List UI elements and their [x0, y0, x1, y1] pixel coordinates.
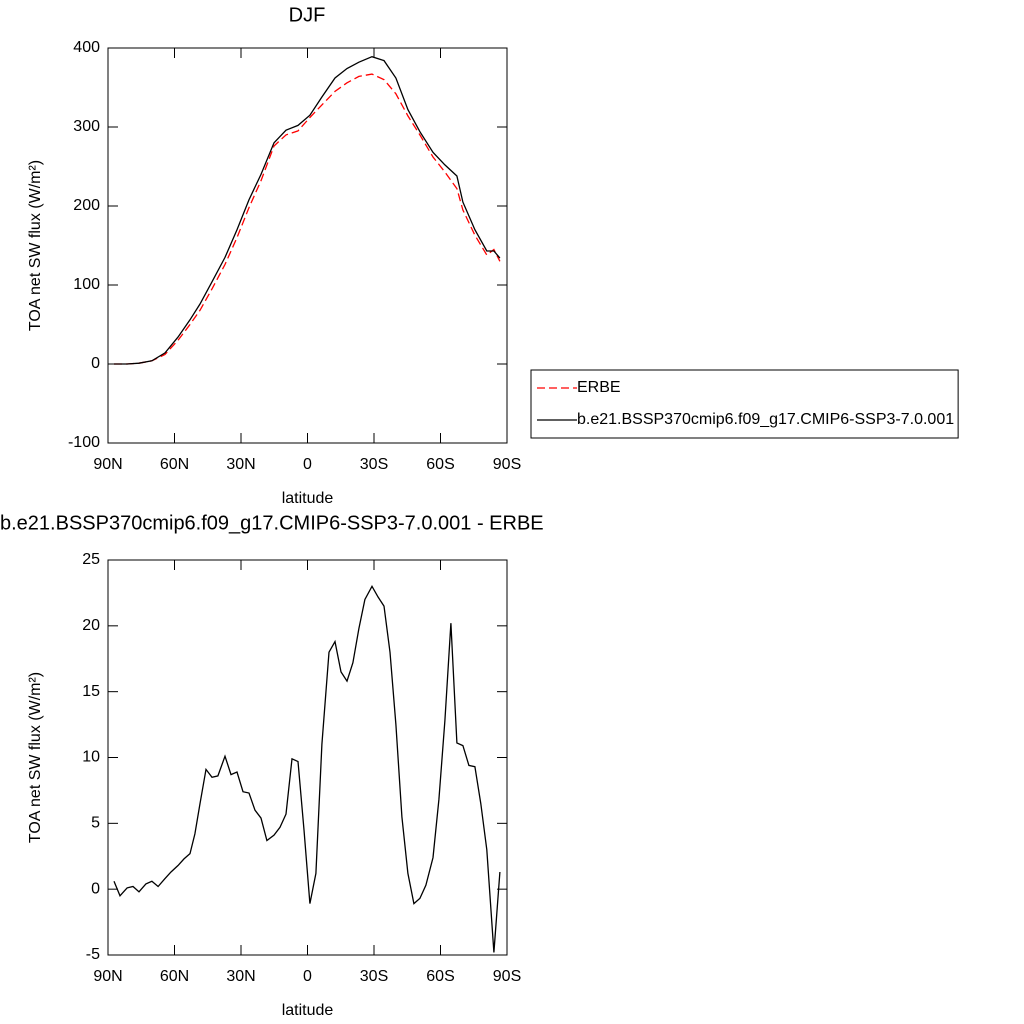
x-tick-label: 90S: [493, 968, 521, 985]
x-tick-label: 90S: [493, 456, 521, 473]
x-tick-label: 30S: [360, 456, 388, 473]
x-tick-label: 60N: [160, 456, 189, 473]
y-tick-label: 100: [73, 276, 100, 293]
x-axis-label: latitude: [282, 1002, 334, 1019]
y-tick-label: 0: [91, 355, 100, 372]
y-tick-label: 10: [82, 749, 100, 766]
legend-label: b.e21.BSSP370cmip6.f09_g17.CMIP6-SSP3-7.…: [577, 411, 954, 428]
y-tick-label: 200: [73, 197, 100, 214]
data-line: [114, 56, 501, 365]
y-axis-label: TOA net SW flux (W/m²): [27, 672, 44, 843]
y-tick-label: 15: [82, 683, 100, 700]
y-tick-label: 5: [91, 815, 100, 832]
y-tick-label: 25: [82, 551, 100, 568]
x-tick-label: 90N: [93, 456, 122, 473]
y-tick-label: 400: [73, 39, 100, 56]
y-tick-label: -100: [68, 434, 100, 451]
data-line: [113, 584, 501, 953]
legend-frame: [530, 369, 959, 439]
x-tick-label: 30S: [360, 968, 388, 985]
x-tick-label: 30N: [226, 456, 255, 473]
y-tick-label: 20: [82, 617, 100, 634]
x-tick-label: 0: [303, 456, 312, 473]
x-tick-label: 0: [303, 968, 312, 985]
y-tick-label: 300: [73, 118, 100, 135]
x-tick-label: 90N: [93, 968, 122, 985]
plot-frame: [107, 47, 508, 444]
x-tick-label: 60N: [160, 968, 189, 985]
y-tick-label: 0: [91, 880, 100, 897]
x-tick-label: 60S: [426, 456, 454, 473]
legend-label: ERBE: [577, 379, 621, 396]
y-tick-label: -5: [86, 946, 100, 963]
plot-frame: [107, 559, 508, 956]
chart-title: b.e21.BSSP370cmip6.f09_g17.CMIP6-SSP3-7.…: [0, 512, 544, 534]
chart-title: DJF: [289, 4, 326, 26]
y-axis-label: TOA net SW flux (W/m²): [27, 160, 44, 331]
x-tick-label: 30N: [226, 968, 255, 985]
x-axis-label: latitude: [282, 490, 334, 507]
x-tick-label: 60S: [426, 968, 454, 985]
